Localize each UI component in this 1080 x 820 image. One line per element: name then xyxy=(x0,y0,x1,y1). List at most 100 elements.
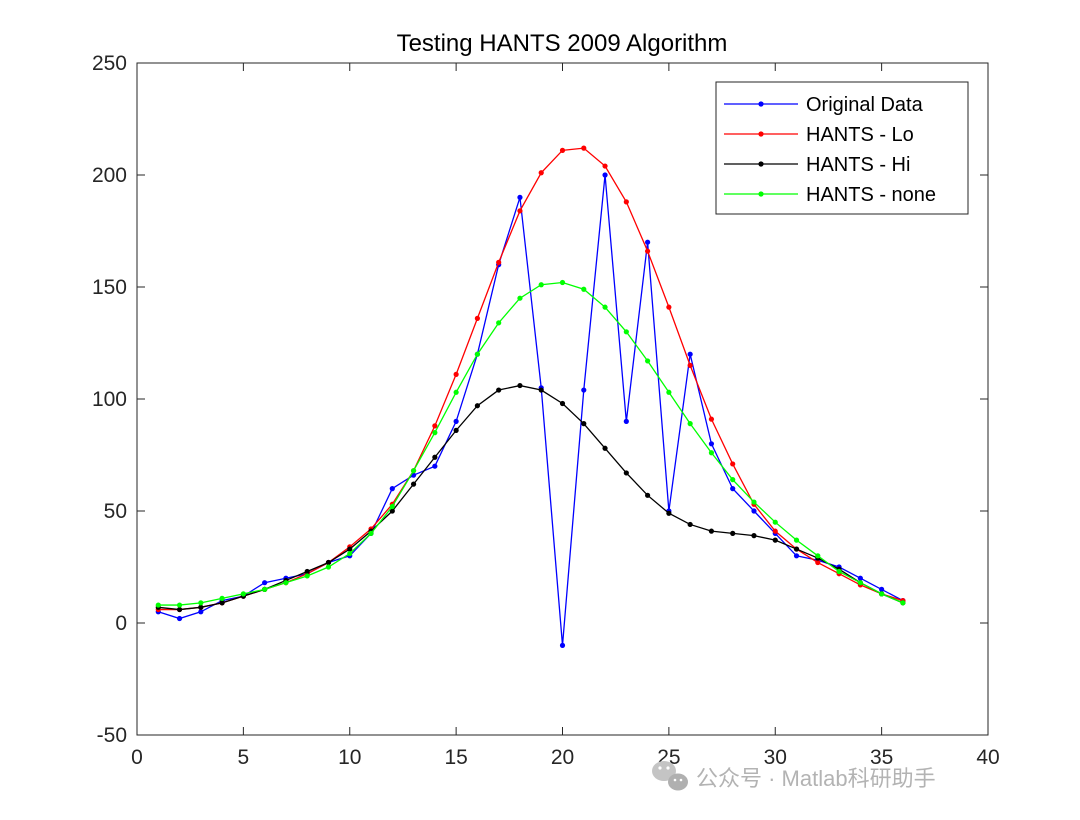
legend-entries: Original Data HANTS - Lo HANTS - Hi HANTS -… xyxy=(724,94,936,206)
data-point xyxy=(347,550,353,557)
data-point xyxy=(198,609,204,615)
x-tick-label: 40 xyxy=(976,746,999,769)
legend-entry: HANTS - Lo xyxy=(724,124,914,146)
legend-label: HANTS - Lo xyxy=(806,124,914,146)
data-point xyxy=(559,147,566,153)
data-point xyxy=(602,172,608,178)
data-point xyxy=(879,591,885,597)
data-point xyxy=(751,533,757,539)
data-point xyxy=(602,304,608,310)
data-point xyxy=(325,564,332,570)
data-point xyxy=(389,486,395,492)
y-tick-label: 0 xyxy=(115,612,127,635)
data-point xyxy=(708,416,715,422)
data-point xyxy=(793,553,800,559)
data-point xyxy=(666,510,672,516)
legend-marker xyxy=(758,131,764,137)
data-point xyxy=(453,427,459,433)
data-point xyxy=(389,503,395,510)
data-point xyxy=(581,421,587,427)
data-point xyxy=(176,606,183,613)
data-point xyxy=(836,568,842,575)
x-tick-label: 10 xyxy=(338,746,361,769)
data-point xyxy=(772,528,778,534)
data-point xyxy=(623,418,629,424)
y-tick-label: 200 xyxy=(92,164,127,187)
data-point xyxy=(538,170,544,176)
data-point xyxy=(432,454,438,460)
data-point xyxy=(176,615,183,622)
data-point xyxy=(389,508,395,514)
data-point xyxy=(198,600,204,606)
data-point xyxy=(283,580,289,586)
data-point xyxy=(198,604,204,610)
data-point xyxy=(559,279,566,286)
legend-entry: Original Data xyxy=(724,94,924,116)
data-point xyxy=(751,508,757,514)
data-point xyxy=(517,194,523,200)
data-point xyxy=(410,481,417,487)
data-point xyxy=(602,163,608,169)
data-point xyxy=(559,400,566,407)
legend-entry: HANTS - none xyxy=(724,184,936,206)
data-point xyxy=(687,351,693,357)
data-point xyxy=(645,358,651,364)
series-line xyxy=(158,281,904,606)
data-point xyxy=(559,642,566,649)
legend-label: HANTS - none xyxy=(806,184,936,206)
data-point xyxy=(304,573,310,579)
data-point xyxy=(474,351,480,357)
data-point xyxy=(645,239,651,245)
data-point xyxy=(623,329,629,335)
data-point xyxy=(262,580,268,586)
data-point xyxy=(687,421,693,427)
data-point xyxy=(304,568,310,575)
data-point xyxy=(793,546,800,552)
data-point xyxy=(857,575,863,581)
data-point xyxy=(602,445,608,451)
legend-marker xyxy=(758,101,764,107)
chart-title: Testing HANTS 2009 Algorithm xyxy=(397,30,728,57)
data-point xyxy=(879,586,885,593)
data-point xyxy=(730,530,736,537)
data-point xyxy=(517,382,523,389)
series-3 xyxy=(155,279,906,608)
data-point xyxy=(517,208,523,214)
x-tick-label: 5 xyxy=(238,746,250,769)
data-point xyxy=(687,362,693,368)
data-point xyxy=(772,519,778,525)
data-point xyxy=(176,602,183,608)
data-point xyxy=(155,602,161,608)
legend: Original Data HANTS - Lo HANTS - Hi HANTS -… xyxy=(715,81,969,215)
x-tick-label: 20 xyxy=(551,746,574,769)
data-point xyxy=(857,580,863,586)
data-point xyxy=(325,559,332,566)
data-point xyxy=(666,389,672,395)
data-point xyxy=(474,315,480,321)
watermark: 公众号 · Matlab科研助手 xyxy=(652,761,936,791)
data-point xyxy=(666,304,672,310)
data-point xyxy=(581,145,587,151)
data-point xyxy=(453,371,459,377)
y-tick-label: 150 xyxy=(92,276,127,299)
data-point xyxy=(623,470,629,476)
y-tick-label: 100 xyxy=(92,388,127,411)
data-point xyxy=(772,537,778,543)
data-point xyxy=(453,389,459,395)
x-tick-label: 15 xyxy=(444,746,467,769)
series-line xyxy=(158,384,904,611)
y-tick-label: 250 xyxy=(92,52,127,75)
data-point xyxy=(538,387,544,393)
watermark-text: 公众号 · Matlab科研助手 xyxy=(696,766,936,791)
y-tick-label: 50 xyxy=(104,500,127,523)
data-point xyxy=(517,295,523,301)
series-layer xyxy=(155,145,906,649)
data-point xyxy=(410,468,417,474)
data-point xyxy=(432,430,438,436)
data-point xyxy=(623,199,629,205)
x-tick-label: 0 xyxy=(131,746,143,769)
series-line xyxy=(158,174,904,646)
data-point xyxy=(687,521,693,528)
